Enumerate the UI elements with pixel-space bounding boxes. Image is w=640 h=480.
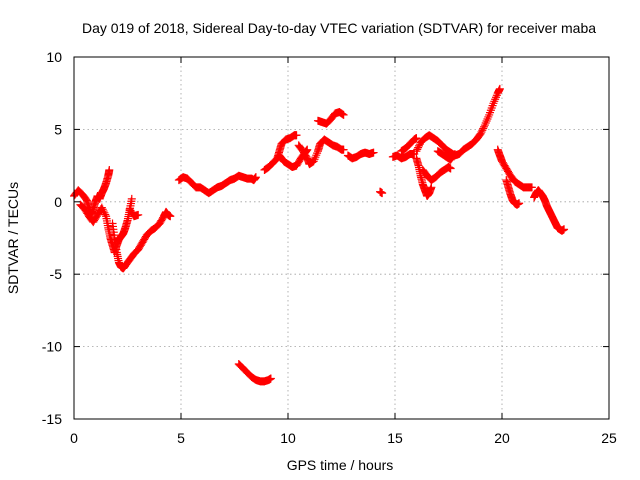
data-point (515, 199, 524, 208)
data-point (100, 208, 109, 217)
data-point (481, 119, 490, 128)
data-point (527, 183, 536, 192)
data-point (412, 134, 421, 143)
data-point (98, 205, 107, 214)
data-point (414, 141, 423, 150)
data-point (339, 110, 348, 119)
y-tick-label: -15 (42, 411, 62, 427)
data-point (166, 212, 175, 221)
data-point (477, 128, 486, 137)
data-point (483, 114, 492, 123)
data-points (70, 84, 569, 386)
data-point (313, 149, 322, 158)
data-point (560, 225, 569, 234)
data-point (484, 112, 493, 121)
y-axis-label: SDTVAR / TECUs (5, 182, 21, 294)
data-point (450, 151, 459, 160)
data-point (378, 189, 387, 198)
data-point (101, 210, 110, 219)
data-point (476, 129, 485, 138)
data-point (480, 121, 489, 130)
axis-ticks: 0 5 10 15 20 25 -15 -10 -5 0 5 10 (42, 49, 617, 446)
data-point (480, 122, 489, 131)
grid-lines (74, 57, 609, 419)
data-point (127, 194, 136, 203)
data-point (292, 131, 301, 140)
x-tick-label: 10 (280, 430, 296, 446)
data-point (414, 143, 423, 152)
data-point (450, 150, 459, 159)
data-point (446, 164, 455, 173)
data-point (310, 155, 319, 164)
data-point (491, 95, 500, 104)
data-point (478, 126, 487, 135)
y-tick-label: -5 (50, 266, 63, 282)
plot-frame (73, 56, 610, 420)
chart-title: Day 019 of 2018, Sidereal Day-to-day VTE… (82, 20, 596, 36)
x-tick-label: 5 (177, 430, 185, 446)
data-point (311, 153, 320, 162)
data-point (427, 183, 436, 192)
data-point (492, 93, 501, 102)
y-tick-label: 5 (54, 121, 62, 137)
y-tick-label: 0 (54, 194, 62, 210)
data-point (266, 374, 275, 383)
data-point (339, 145, 348, 154)
data-point (251, 173, 260, 182)
data-point (97, 203, 106, 212)
data-point (482, 117, 491, 126)
data-point (479, 124, 488, 133)
x-tick-label: 25 (601, 430, 617, 446)
data-point (309, 157, 318, 166)
data-point (490, 97, 499, 106)
data-point (369, 148, 378, 157)
y-tick-label: 10 (46, 49, 62, 65)
x-tick-label: 20 (494, 430, 510, 446)
data-point (312, 151, 321, 160)
x-axis-label: GPS time / hours (287, 457, 394, 473)
data-point (412, 147, 421, 156)
x-tick-label: 15 (387, 430, 403, 446)
data-point (99, 207, 108, 216)
y-tick-label: -10 (42, 339, 62, 355)
x-tick-label: 0 (70, 430, 78, 446)
data-point (495, 84, 504, 93)
data-point (489, 99, 498, 108)
data-point (105, 165, 114, 174)
data-point (413, 145, 422, 154)
data-point (134, 210, 143, 219)
